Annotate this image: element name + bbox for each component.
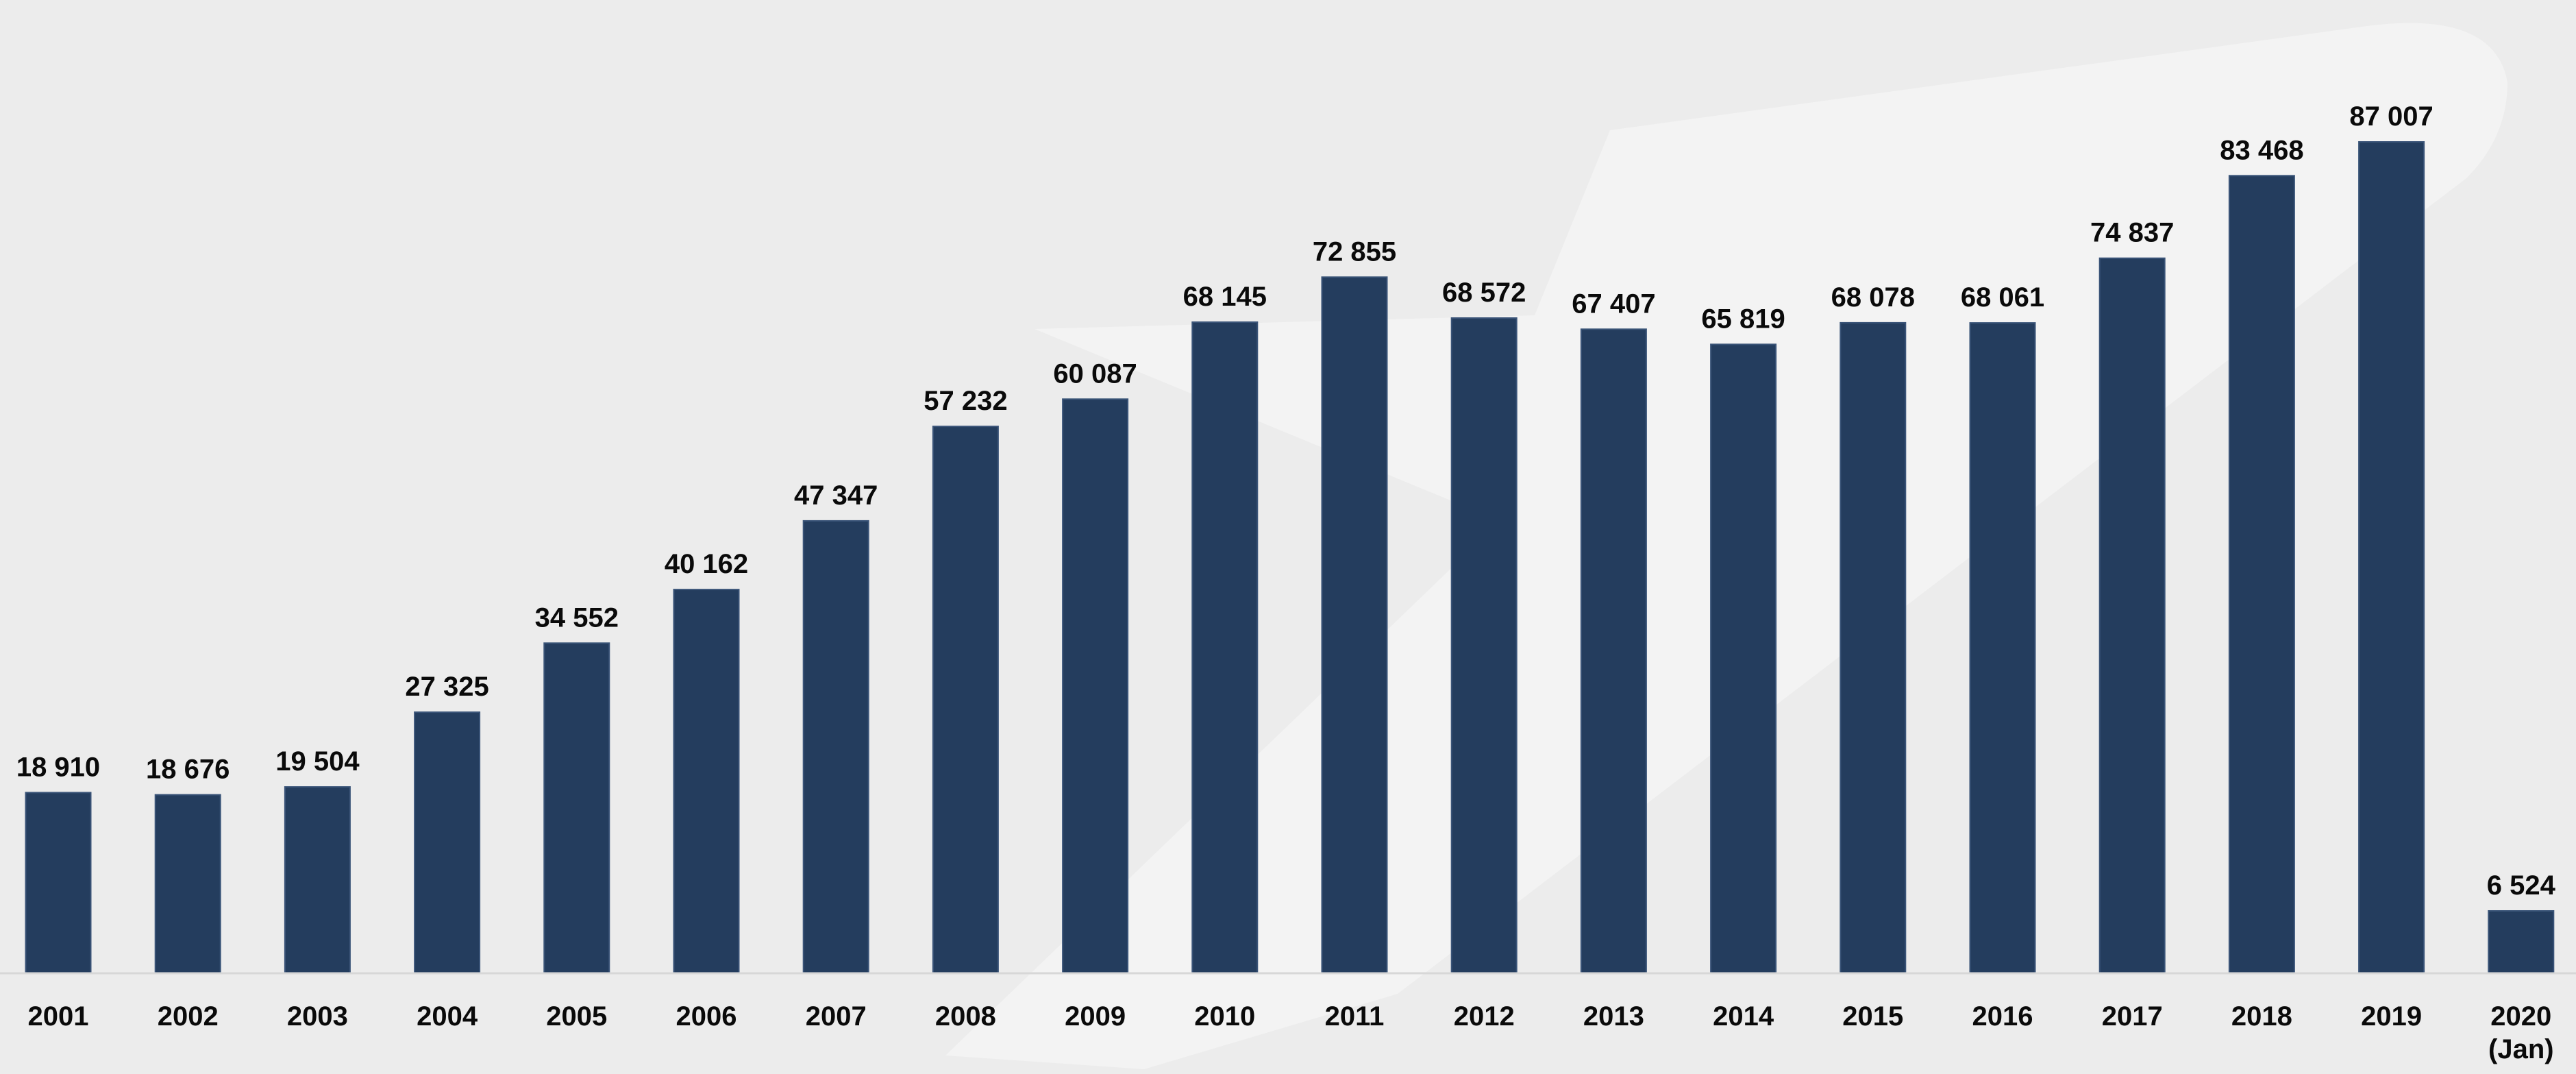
x-tick-label: 2010 <box>1194 1001 1255 1032</box>
bar-value-label: 72 855 <box>1313 236 1396 267</box>
bar <box>1840 321 1907 974</box>
bar <box>543 642 610 974</box>
x-tick-label-line: 2005 <box>546 1001 607 1032</box>
bar <box>1710 343 1777 974</box>
x-tick-label-line: 2004 <box>417 1001 478 1032</box>
bar <box>932 426 999 974</box>
bar <box>1321 276 1388 974</box>
x-tick-label: 2005 <box>546 1001 607 1032</box>
x-tick-label: 2018 <box>2231 1001 2292 1032</box>
bar <box>1969 322 2036 975</box>
x-tick-label-line: 2012 <box>1454 1001 1515 1032</box>
x-tick-label: 2003 <box>287 1001 348 1032</box>
x-tick-label: 2009 <box>1065 1001 1126 1032</box>
bar-value-label: 27 325 <box>405 672 488 702</box>
bar <box>1450 317 1518 974</box>
bar <box>1580 328 1647 974</box>
x-tick-label: 2001 <box>28 1001 89 1032</box>
bar <box>154 794 221 974</box>
x-tick-label-line: 2019 <box>2361 1001 2422 1032</box>
bars-group <box>25 141 2555 975</box>
bar <box>25 792 92 975</box>
bar-value-label: 68 145 <box>1183 282 1267 312</box>
bar-value-label: 19 504 <box>275 746 360 777</box>
x-tick-labels-group: 2001 2002 2003 2004 2005 2006 2007 2008 2009 2010… <box>28 1001 2554 1064</box>
x-tick-label: 2014 <box>1713 1001 1774 1032</box>
x-tick-label-line: 2010 <box>1194 1001 1255 1032</box>
x-tick-label: 2006 <box>676 1001 737 1032</box>
x-tick-label-line: 2008 <box>935 1001 996 1032</box>
x-tick-label-line: 2015 <box>1842 1001 1903 1032</box>
bar <box>1191 321 1259 974</box>
bar <box>2098 257 2166 975</box>
x-tick-label-line: 2020 <box>2490 1001 2551 1032</box>
x-tick-label: 2002 <box>158 1001 219 1032</box>
x-tick-label: 2013 <box>1583 1001 1644 1032</box>
x-tick-label-line: 2016 <box>1972 1001 2033 1032</box>
bar-value-label: 40 162 <box>665 549 748 579</box>
bar <box>2228 175 2295 974</box>
bar-value-label: 87 007 <box>2349 101 2433 132</box>
x-tick-label: 2020 (Jan) <box>2488 1001 2554 1064</box>
bar-value-label: 18 910 <box>16 752 100 782</box>
bar-value-label: 74 837 <box>2090 218 2174 248</box>
bar <box>1062 398 1129 974</box>
bar <box>284 786 351 974</box>
x-tick-label: 2007 <box>806 1001 867 1032</box>
x-tick-label-line: 2011 <box>1325 1001 1385 1032</box>
x-tick-label: 2012 <box>1454 1001 1515 1032</box>
x-tick-label: 2008 <box>935 1001 996 1032</box>
x-tick-label: 2017 <box>2102 1001 2163 1032</box>
bar-value-label: 67 407 <box>1572 289 1655 319</box>
x-tick-label: 2016 <box>1972 1001 2033 1032</box>
x-tick-label: 2015 <box>1842 1001 1903 1032</box>
bar-value-label: 47 347 <box>794 480 878 511</box>
bar-value-label: 34 552 <box>535 602 619 633</box>
bar-value-label: 6 524 <box>2487 870 2556 901</box>
bar-value-label: 68 572 <box>1442 278 1526 308</box>
x-tick-label-line: 2002 <box>158 1001 219 1032</box>
bar-value-label: 83 468 <box>2220 135 2303 165</box>
x-tick-label-line: 2018 <box>2231 1001 2292 1032</box>
bar <box>673 589 740 974</box>
bar <box>802 520 869 974</box>
bar <box>2488 910 2555 974</box>
bar-value-label: 68 078 <box>1831 282 1915 313</box>
x-tick-label-line: 2006 <box>676 1001 737 1032</box>
bar-value-label: 68 061 <box>1961 282 2044 313</box>
bar <box>414 711 481 974</box>
x-tick-label: 2004 <box>417 1001 478 1032</box>
bar <box>2358 141 2425 974</box>
x-tick-label-line: 2001 <box>28 1001 89 1032</box>
value-labels-group: 18 910 18 676 19 504 27 325 34 552 40 162 47 3… <box>16 101 2556 901</box>
x-tick-label-line: 2003 <box>287 1001 348 1032</box>
x-tick-label-line: 2007 <box>806 1001 867 1032</box>
x-tick-label-line: 2009 <box>1065 1001 1126 1032</box>
bar-value-label: 65 819 <box>1701 304 1785 334</box>
x-tick-label: 2019 <box>2361 1001 2422 1032</box>
x-tick-label: 2011 <box>1325 1001 1385 1032</box>
bar-value-label: 57 232 <box>924 386 1007 416</box>
x-tick-label-line: (Jan) <box>2488 1034 2554 1064</box>
bar-value-label: 60 087 <box>1053 358 1137 389</box>
x-tick-label-line: 2014 <box>1713 1001 1774 1032</box>
x-tick-label-line: 2013 <box>1583 1001 1644 1032</box>
x-tick-label-line: 2017 <box>2102 1001 2163 1032</box>
bar-value-label: 18 676 <box>146 755 230 785</box>
